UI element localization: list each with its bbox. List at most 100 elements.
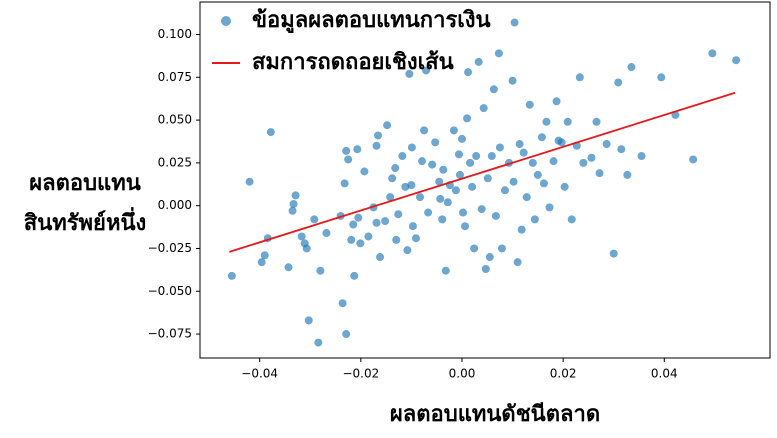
scatter-point (420, 126, 429, 135)
scatter-point (515, 140, 524, 149)
scatter-point (347, 235, 356, 244)
scatter-point (455, 170, 464, 179)
scatter-point (461, 222, 470, 231)
scatter-point (405, 69, 414, 78)
scatter-point (340, 179, 349, 188)
scatter-point (342, 330, 351, 339)
scatter-point (513, 258, 522, 267)
scatter-point (353, 145, 362, 154)
scatter-point (495, 143, 504, 152)
y-tick-label: 0.100 (158, 27, 192, 41)
scatter-point (466, 158, 475, 167)
scatter-point (510, 18, 519, 27)
scatter-point (530, 215, 539, 224)
scatter-point (394, 210, 403, 219)
scatter-point (567, 215, 576, 224)
scatter-point (418, 157, 427, 166)
scatter-point (481, 265, 490, 273)
scatter-point (454, 150, 463, 159)
scatter-point (533, 170, 542, 179)
scatter-point (497, 244, 506, 253)
scatter-point (438, 215, 447, 224)
scatter-point (349, 220, 358, 229)
scatter-point (483, 174, 492, 183)
scatter-point (424, 208, 433, 217)
scatter-point (257, 258, 266, 267)
scatter-point (517, 225, 526, 234)
scatter-point (302, 244, 311, 253)
scatter-point (689, 155, 698, 164)
scatter-point (344, 155, 353, 164)
scatter-point (314, 338, 323, 347)
scatter-point (457, 134, 466, 143)
scatter-point (545, 203, 554, 212)
x-tick-label: −0.02 (342, 367, 379, 381)
scatter-point (479, 104, 488, 113)
scatter-point (398, 152, 407, 161)
scatter-point (575, 73, 584, 82)
y-axis-label: สินทรัพย์หนึ่ง (24, 206, 146, 236)
scatter-point (441, 266, 450, 275)
regression-line (229, 91, 736, 253)
scatter-point (563, 117, 572, 126)
scatter-point (376, 253, 385, 262)
scatter-point (539, 179, 548, 188)
scatter-point (338, 299, 347, 308)
scatter-point (436, 194, 445, 203)
scatter-point (356, 239, 365, 248)
scatter-point (468, 182, 477, 191)
scatter-point (381, 217, 390, 226)
scatter-point (350, 271, 359, 280)
scatter-point (489, 85, 498, 94)
scatter-point (342, 146, 351, 155)
scatter-point (509, 177, 518, 186)
scatter-point (485, 253, 494, 262)
y-tick-label: −0.075 (148, 327, 192, 341)
scatter-point (549, 157, 558, 166)
scatter-point (542, 117, 551, 126)
scatter-point (439, 165, 448, 174)
scatter-point (422, 66, 431, 75)
scatter-point (614, 78, 623, 87)
scatter-point (579, 158, 588, 167)
scatter-point (374, 131, 383, 140)
scatter-point (383, 121, 392, 130)
scatter-point (609, 249, 618, 258)
scatter-point (463, 114, 472, 123)
scatter-point (552, 97, 561, 106)
scatter-point (657, 73, 666, 82)
scatter-point (408, 222, 417, 231)
scatter-point (407, 181, 416, 190)
scatter-point (732, 56, 741, 65)
scatter-point (443, 198, 452, 207)
scatter-point (477, 205, 486, 214)
scatter-point (470, 244, 479, 253)
x-axis-label: ผลตอบแทนดัชนีตลาด (390, 402, 600, 427)
scatter-point (623, 170, 632, 179)
x-tick-label: 0.02 (550, 367, 577, 381)
scatter-point (364, 232, 373, 241)
scatter-point (491, 211, 500, 220)
scatter-point (458, 208, 467, 217)
scatter-point (435, 177, 444, 186)
y-axis-label: ผลตอบแทน (29, 171, 141, 196)
y-tick-label: 0.000 (158, 198, 192, 212)
scatter-point (595, 169, 604, 178)
x-tick-label: 0.00 (449, 367, 476, 381)
x-tick-label: −0.04 (241, 367, 278, 381)
scatter-point (627, 63, 636, 72)
scatter-point (372, 218, 381, 227)
scatter-point (592, 117, 601, 126)
scatter-point (602, 140, 611, 149)
scatter-point (372, 141, 381, 150)
y-tick-label: 0.075 (158, 70, 192, 84)
scatter-point (245, 177, 254, 186)
y-tick-label: −0.050 (148, 284, 192, 298)
scatter-point (428, 160, 437, 169)
scatter-point (519, 148, 528, 157)
scatter-point (617, 145, 626, 154)
scatter-point (487, 152, 496, 161)
scatter-point (528, 158, 537, 167)
